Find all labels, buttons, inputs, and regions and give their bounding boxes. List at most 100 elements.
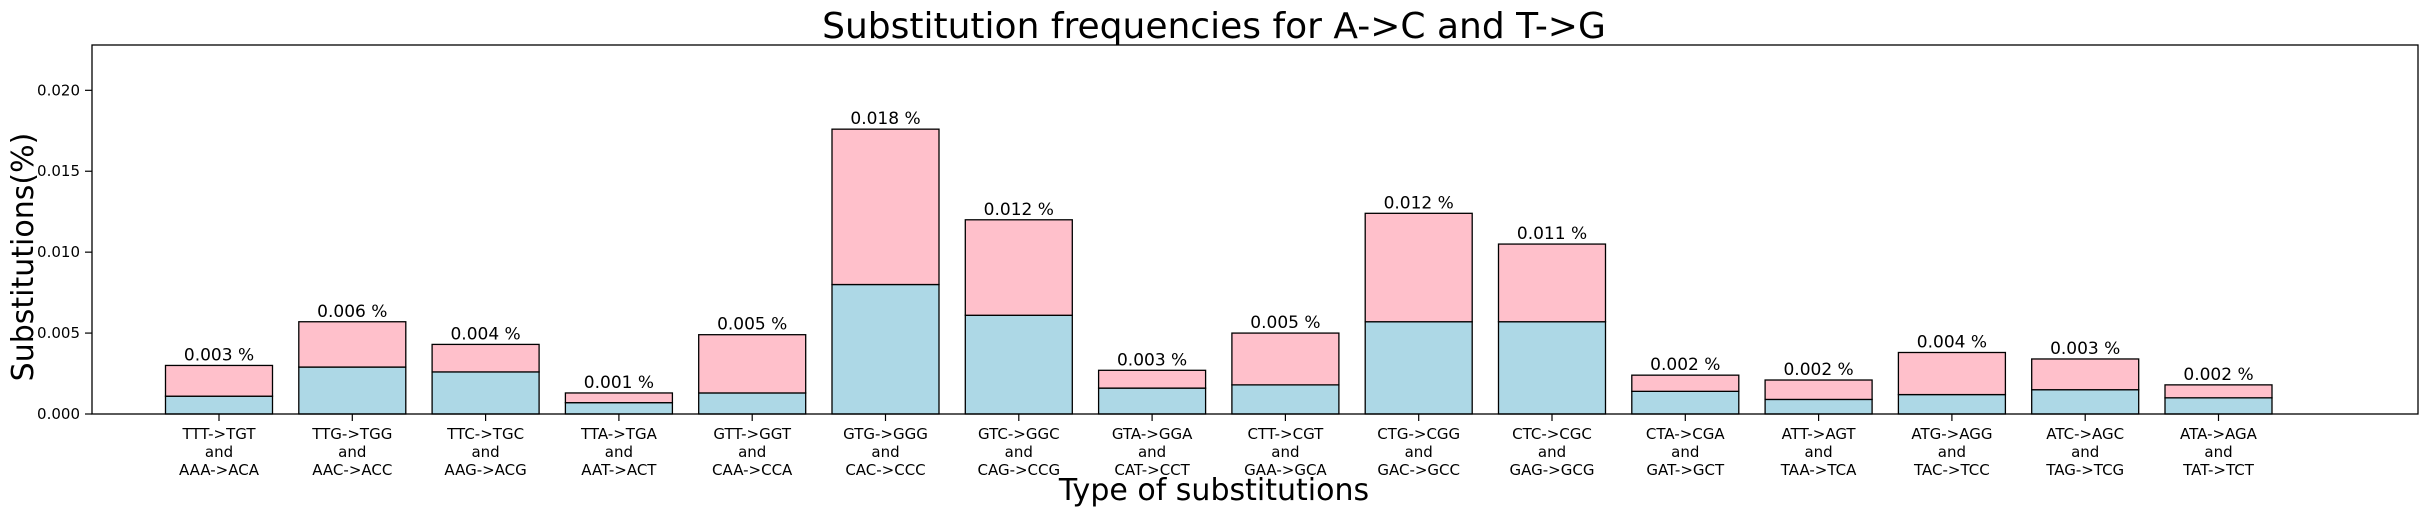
x-tick-label: GTT->GGT bbox=[713, 425, 791, 443]
x-tick-label: TAG->TCG bbox=[2045, 461, 2124, 479]
bar-segment-bottom bbox=[2164, 397, 2273, 415]
bar-segment-bottom bbox=[1097, 387, 1207, 415]
x-tick-label: CTC->CGC bbox=[1512, 425, 1592, 443]
x-axis-label: Type of substitutions bbox=[1058, 473, 1369, 508]
x-tick-label: CTG->CGG bbox=[1377, 425, 1460, 443]
x-tick-label: and bbox=[1271, 443, 1299, 461]
bar-data-label: 0.005 % bbox=[1250, 313, 1320, 333]
x-tick-label: GAA->GCA bbox=[1244, 461, 1327, 479]
x-tick-label: and bbox=[738, 443, 766, 461]
bar-segment-top bbox=[1231, 332, 1340, 386]
x-tick-label: AAC->ACC bbox=[312, 461, 392, 479]
bar-data-label: 0.003 % bbox=[184, 345, 254, 365]
bar-segment-top bbox=[298, 321, 407, 368]
y-axis-label: Substitutions(%) bbox=[6, 133, 41, 382]
bar-data-label: 0.012 % bbox=[984, 200, 1054, 220]
x-tick-label: CAT->CCT bbox=[1114, 461, 1190, 479]
y-tick-label: 0.010 bbox=[37, 243, 80, 261]
bar-data-label: 0.006 % bbox=[317, 302, 387, 322]
x-tick-label: and bbox=[1405, 443, 1433, 461]
x-tick-label: TTG->TGG bbox=[311, 425, 392, 443]
bar-segment-top bbox=[164, 364, 274, 397]
x-tick-label: and bbox=[1938, 443, 1966, 461]
x-tick-label: ATT->AGT bbox=[1782, 425, 1857, 443]
x-tick-label: ATA->AGA bbox=[2180, 425, 2258, 443]
x-tick-label: TAT->TCT bbox=[2182, 461, 2255, 479]
x-tick-label: TTA->TGA bbox=[580, 425, 658, 443]
bar-segment-bottom bbox=[1497, 321, 1607, 415]
x-tick-label: ATC->AGC bbox=[2046, 425, 2124, 443]
bar-segment-top bbox=[1631, 374, 1740, 392]
bar-segment-bottom bbox=[2031, 389, 2140, 415]
x-tick-label: TAA->TCA bbox=[1780, 461, 1857, 479]
x-tick-label: GAG->GCG bbox=[1510, 461, 1595, 479]
x-tick-label: CTA->CGA bbox=[1646, 425, 1725, 443]
x-tick-label: GTA->GGA bbox=[1112, 425, 1193, 443]
bar-data-label: 0.018 % bbox=[850, 109, 920, 129]
bar-segment-bottom bbox=[964, 314, 1073, 415]
x-tick-label: and bbox=[2204, 443, 2232, 461]
bar-segment-top bbox=[1764, 379, 1873, 401]
plot-area: 0.000 0.005 0.010 0.015 0.020 0.003 % TTT->TGT… bbox=[37, 44, 2419, 479]
x-tick-label: and bbox=[1671, 443, 1699, 461]
x-tick-label: and bbox=[2071, 443, 2099, 461]
bar-segment-bottom bbox=[698, 392, 807, 415]
x-tick-label: CAC->CCC bbox=[845, 461, 925, 479]
x-tick-label: GTG->GGG bbox=[843, 425, 928, 443]
x-tick-label: and bbox=[1005, 443, 1033, 461]
bar-segment-bottom bbox=[1364, 321, 1473, 415]
bar-data-label: 0.002 % bbox=[1783, 360, 1853, 380]
x-tick-label: and bbox=[1538, 443, 1566, 461]
plot-frame bbox=[91, 44, 2419, 415]
bar-data-label: 0.003 % bbox=[2050, 339, 2120, 359]
bar-segment-top bbox=[1097, 369, 1207, 389]
x-tick-label: AAG->ACG bbox=[444, 461, 526, 479]
x-tick-label: TTT->TGT bbox=[182, 425, 257, 443]
x-tick-label: and bbox=[871, 443, 899, 461]
bar-segment-bottom bbox=[298, 366, 407, 415]
y-tick-label: 0.000 bbox=[37, 405, 80, 423]
bar-data-label: 0.004 % bbox=[450, 324, 520, 344]
bar-segment-top bbox=[964, 219, 1073, 316]
bar-segment-bottom bbox=[1897, 393, 2007, 415]
x-tick-label: and bbox=[1804, 443, 1832, 461]
bar-data-label: 0.002 % bbox=[2183, 365, 2253, 385]
bar-data-label: 0.001 % bbox=[584, 373, 654, 393]
x-tick-label: and bbox=[338, 443, 366, 461]
x-tick-label: TTC->TGC bbox=[446, 425, 524, 443]
bar-segment-bottom bbox=[831, 283, 940, 415]
bar-data-label: 0.004 % bbox=[1917, 333, 1987, 353]
bar-segment-bottom bbox=[1231, 384, 1340, 415]
x-tick-label: AAT->ACT bbox=[581, 461, 657, 479]
bar-segment-top bbox=[1897, 351, 2007, 396]
bar-data-label: 0.003 % bbox=[1117, 350, 1187, 370]
bar-data-label: 0.011 % bbox=[1517, 224, 1587, 244]
x-tick-label: GAC->GCC bbox=[1377, 461, 1460, 479]
bar-segment-bottom bbox=[564, 402, 674, 415]
x-tick-label: GTC->GGC bbox=[978, 425, 1060, 443]
bar-segment-bottom bbox=[164, 395, 274, 415]
bar-segment-top bbox=[2164, 384, 2273, 399]
x-tick-label: and bbox=[471, 443, 499, 461]
y-tick-label: 0.015 bbox=[37, 162, 80, 180]
x-tick-label: and bbox=[605, 443, 633, 461]
bar-data-label: 0.012 % bbox=[1384, 193, 1454, 213]
x-tick-label: GAT->GCT bbox=[1646, 461, 1725, 479]
x-tick-label: and bbox=[1138, 443, 1166, 461]
x-tick-label: ATG->AGG bbox=[1911, 425, 1992, 443]
x-tick-label: and bbox=[205, 443, 233, 461]
bar-segment-bottom bbox=[1631, 390, 1740, 415]
bar-segment-top bbox=[431, 343, 540, 373]
bar-data-label: 0.005 % bbox=[717, 315, 787, 335]
bar-segment-top bbox=[564, 392, 674, 404]
bar-segment-top bbox=[2031, 358, 2140, 391]
x-tick-label: CTT->CGT bbox=[1247, 425, 1324, 443]
x-tick-label: CAA->CCA bbox=[712, 461, 793, 479]
bar-segment-bottom bbox=[431, 371, 540, 415]
bar-segment-top bbox=[1364, 212, 1473, 323]
bar-segment-bottom bbox=[1764, 398, 1873, 415]
bar-segment-top bbox=[698, 334, 807, 394]
bar-segment-top bbox=[1497, 243, 1607, 323]
y-tick-label: 0.020 bbox=[37, 81, 80, 99]
